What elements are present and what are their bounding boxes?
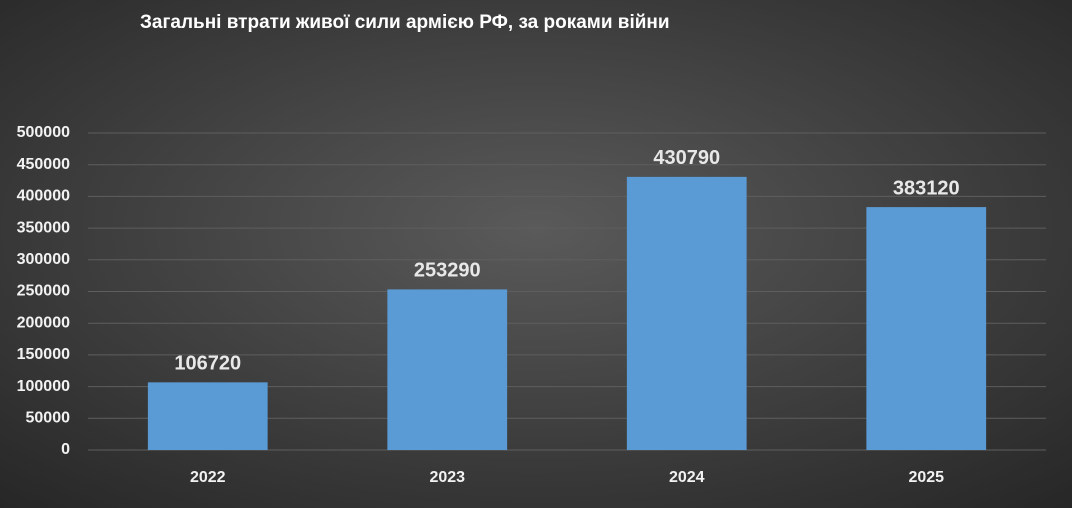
y-tick-label: 200000: [17, 314, 70, 331]
y-tick-label: 150000: [17, 346, 70, 363]
x-tick-label: 2022: [190, 469, 226, 486]
value-label: 253290: [414, 260, 481, 282]
value-label: 106720: [174, 353, 241, 375]
bar: [147, 382, 268, 450]
value-label: 430790: [653, 147, 720, 169]
chart-title: Загальні втрати живої сили армією РФ, за…: [140, 12, 670, 33]
y-tick-label: 300000: [17, 251, 70, 268]
value-label: 383120: [893, 177, 960, 199]
x-tick-label: 2025: [908, 469, 944, 486]
y-tick-label: 100000: [17, 378, 70, 395]
y-tick-label: 250000: [17, 283, 70, 300]
bar: [626, 176, 747, 450]
y-tick-label: 500000: [17, 124, 70, 141]
y-tick-label: 450000: [17, 156, 70, 173]
y-tick-label: 350000: [17, 219, 70, 236]
bar: [387, 289, 508, 450]
x-tick-label: 2023: [429, 469, 465, 486]
y-tick-label: 400000: [17, 188, 70, 205]
y-tick-label: 50000: [26, 410, 71, 427]
bar: [866, 207, 987, 450]
y-tick-label: 0: [61, 441, 70, 458]
x-tick-label: 2024: [669, 469, 705, 486]
